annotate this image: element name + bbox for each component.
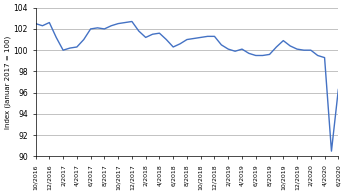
- Y-axis label: Index (Januar 2017 = 100): Index (Januar 2017 = 100): [4, 36, 11, 129]
